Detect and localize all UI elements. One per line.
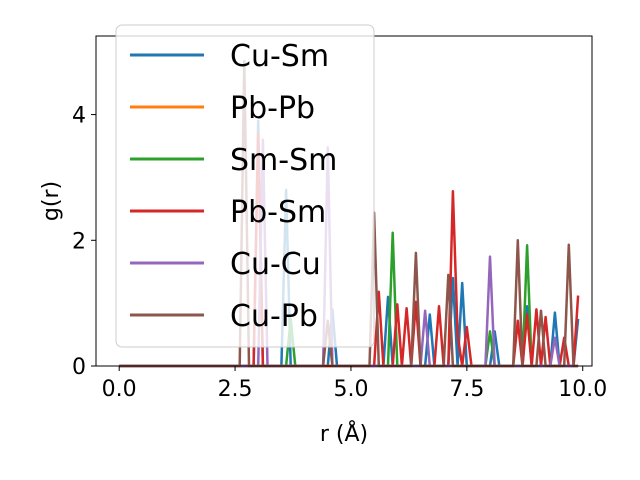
x-tick-label: 0.0 [102, 377, 137, 402]
y-tick-label: 0 [72, 355, 86, 380]
y-axis-label: g(r) [39, 181, 64, 221]
legend-label-pb-sm: Pb-Sm [230, 195, 326, 230]
legend-label-cu-sm: Cu-Sm [230, 39, 329, 74]
legend: Cu-Sm Pb-Pb Sm-Sm Pb-Sm Cu-Cu Cu-Pb [115, 24, 375, 348]
x-tick-label: 10.0 [558, 377, 607, 402]
x-tick-label: 2.5 [218, 377, 253, 402]
y-tick-label: 2 [72, 229, 86, 254]
legend-items: Cu-Sm Pb-Pb Sm-Sm Pb-Sm Cu-Cu Cu-Pb [130, 39, 337, 334]
x-tick-label: 7.5 [449, 377, 484, 402]
x-axis: 0.0 2.5 5.0 7.5 10.0 [102, 366, 607, 402]
legend-label-pb-pb: Pb-Pb [230, 91, 315, 126]
y-tick-label: 4 [72, 104, 86, 129]
x-tick-label: 5.0 [333, 377, 368, 402]
y-axis: 0 2 4 [72, 104, 96, 380]
legend-label-sm-sm: Sm-Sm [230, 143, 337, 178]
legend-label-cu-cu: Cu-Cu [230, 247, 321, 282]
x-axis-label: r (Å) [320, 420, 368, 447]
legend-label-cu-pb: Cu-Pb [230, 299, 318, 334]
